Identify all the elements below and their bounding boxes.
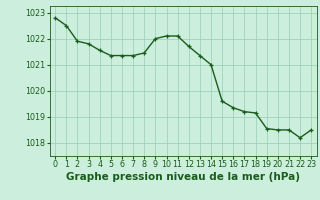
X-axis label: Graphe pression niveau de la mer (hPa): Graphe pression niveau de la mer (hPa) [66, 172, 300, 182]
